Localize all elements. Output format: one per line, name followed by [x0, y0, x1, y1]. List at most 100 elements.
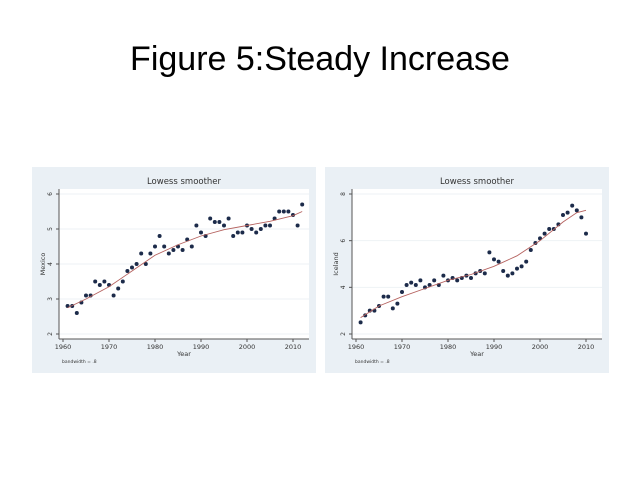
data-point [482, 271, 487, 276]
x-tick-label: 2010 [285, 343, 302, 351]
data-point [542, 231, 547, 236]
data-point [395, 301, 400, 306]
data-point [390, 306, 395, 311]
x-tick-label: 1960 [348, 343, 365, 351]
data-point [579, 215, 584, 220]
x-tick-label: 1970 [101, 343, 118, 351]
data-point [487, 250, 492, 255]
data-point [358, 320, 363, 325]
data-point [432, 278, 437, 283]
y-tick-label: 4 [340, 285, 347, 289]
y-tick-label: 5 [47, 227, 54, 231]
data-point [400, 290, 404, 294]
data-point [208, 216, 213, 221]
y-tick-label: 3 [47, 297, 54, 301]
data-point [217, 220, 222, 224]
data-point [235, 230, 240, 235]
x-tick-label: 1960 [55, 343, 72, 351]
data-point [565, 210, 570, 215]
bandwidth-note: bandwidth = .8 [62, 359, 97, 365]
data-point [409, 280, 414, 285]
x-tick-label: 2010 [578, 343, 595, 351]
chart-title: Lowess smoother [147, 177, 222, 187]
data-point [116, 286, 121, 291]
data-point [519, 264, 524, 269]
data-point [231, 234, 236, 238]
data-point [97, 283, 102, 287]
data-point [510, 271, 515, 276]
y-tick-label: 4 [47, 262, 54, 266]
x-axis-label: Year [469, 350, 484, 358]
data-point [120, 279, 125, 284]
data-point [570, 203, 575, 208]
y-tick-label: 6 [340, 239, 347, 243]
y-axis-label: Mexico [39, 253, 47, 276]
data-point [171, 248, 176, 252]
data-point [515, 266, 519, 271]
data-point [134, 262, 139, 266]
data-point [143, 262, 148, 266]
y-tick-label: 6 [47, 192, 54, 196]
data-point [240, 230, 245, 235]
data-point [501, 269, 506, 273]
data-point [258, 227, 263, 231]
data-point [574, 208, 579, 213]
data-point [189, 244, 194, 249]
data-point [286, 209, 291, 214]
data-point [166, 251, 171, 256]
data-point [148, 251, 153, 256]
data-point [263, 223, 268, 228]
x-tick-label: 1990 [486, 343, 503, 351]
data-point [125, 269, 130, 273]
data-point [93, 279, 98, 284]
data-point [295, 223, 300, 228]
data-point [524, 259, 529, 264]
data-point [381, 294, 386, 299]
lowess-line [360, 209, 587, 319]
data-point [226, 216, 231, 221]
data-point [84, 293, 88, 298]
data-point [199, 230, 203, 235]
data-point [455, 278, 460, 283]
data-point [180, 248, 185, 252]
data-point [111, 293, 116, 298]
chart-mexico: 2 3 4 5 6 1960 1970 1980 1990 2000 2010 Lowess smoo… [39, 177, 309, 365]
data-point [153, 244, 157, 249]
x-tick-label: 1970 [394, 343, 411, 351]
data-point [281, 209, 286, 214]
data-point [254, 230, 259, 235]
data-point [469, 276, 473, 280]
data-point [300, 202, 305, 207]
x-tick-label: 1980 [440, 343, 457, 351]
slide-title: Figure 5:Steady Increase [130, 40, 510, 78]
x-tick-label: 1990 [193, 343, 210, 351]
data-point [268, 223, 272, 228]
data-point [413, 283, 418, 287]
y-tick-label: 2 [47, 332, 54, 336]
data-point [277, 209, 282, 214]
data-point [74, 311, 79, 315]
data-point [505, 273, 510, 278]
data-point [130, 265, 134, 270]
data-point [194, 223, 199, 228]
data-point [584, 231, 588, 236]
data-point [139, 251, 144, 256]
data-point [496, 259, 501, 264]
data-point [561, 213, 565, 217]
data-point [492, 257, 496, 262]
plot-area [352, 189, 602, 339]
x-tick-label: 2000 [532, 343, 549, 351]
data-point [427, 283, 432, 287]
data-point [102, 279, 107, 284]
x-axis-label: Year [176, 350, 191, 358]
chart-iceland: 2 4 6 8 1960 1970 1980 1990 2000 2010 Lowess smoot… [332, 177, 602, 365]
data-point [157, 234, 162, 238]
data-point [249, 227, 254, 231]
data-point [528, 248, 533, 252]
bandwidth-note: bandwidth = .8 [355, 359, 390, 365]
data-point [222, 223, 226, 228]
data-point [386, 294, 391, 299]
data-point [404, 283, 409, 287]
data-point [547, 227, 552, 231]
x-tick-label: 2000 [239, 343, 256, 351]
